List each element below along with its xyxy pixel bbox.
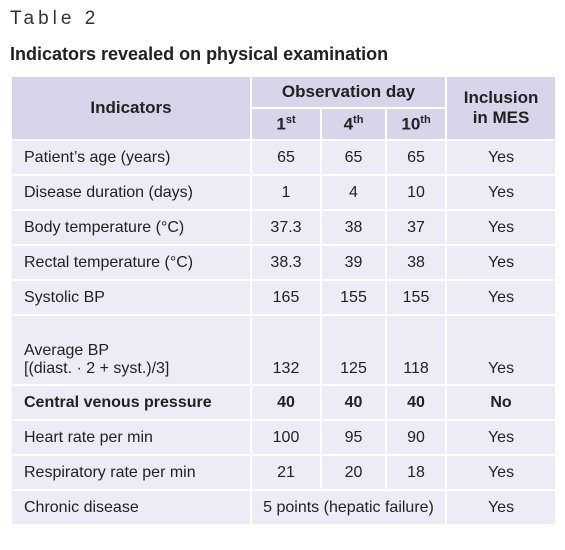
header-cell: 1st	[250, 107, 322, 141]
value-cell: 155	[384, 279, 448, 316]
value-cell: 90	[384, 419, 448, 456]
value-cell: 65	[250, 139, 322, 176]
value-cell: 37	[384, 209, 448, 246]
day-suffix: th	[420, 113, 431, 126]
header-cell: Inclusion in MES	[445, 75, 558, 141]
value-cell: 21	[250, 454, 322, 491]
value-cell: 165	[250, 279, 322, 316]
label-line: Heart rate per min	[24, 428, 153, 446]
table-row: Heart rate per min 100 95 90 Yes	[10, 419, 558, 456]
label-line: Disease duration (days)	[24, 183, 193, 201]
table-row: Disease duration (days) 1 4 10 Yes	[10, 174, 558, 211]
label-line: [(diast. · 2 + syst.)/3]	[24, 360, 170, 377]
row-label: Average BP [(diast. · 2 + syst.)/3]	[10, 314, 252, 386]
row-label: Central venous pressure	[10, 384, 252, 421]
label-line: Patient’s age (years)	[24, 148, 171, 166]
day-number: 4	[343, 114, 354, 134]
row-label: Chronic disease	[10, 489, 252, 526]
table-row: Respiratory rate per min 21 20 18 Yes	[10, 454, 558, 491]
value-cell: 65	[384, 139, 448, 176]
row-label: Respiratory rate per min	[10, 454, 252, 491]
value-cell: 4	[320, 174, 387, 211]
data-table: Indicators Observation day Inclusion in MES…	[10, 75, 558, 526]
value-cell: 38.3	[250, 244, 322, 281]
label-line: Average BP	[24, 342, 110, 359]
inclusion-cell: Yes	[445, 314, 558, 386]
value-cell: 125	[320, 314, 387, 386]
value-cell: 40	[384, 384, 448, 421]
value-cell: 65	[320, 139, 387, 176]
table-caption: Table 2	[10, 8, 100, 29]
label-line: Systolic BP	[24, 288, 105, 306]
header-cell: Indicators	[10, 75, 252, 141]
inclusion-cell: No	[445, 384, 558, 421]
value-cell: 10	[384, 174, 448, 211]
header-line: Inclusion	[463, 88, 539, 107]
label-line: Respiratory rate per min	[24, 463, 196, 481]
value-cell: 39	[320, 244, 387, 281]
inclusion-cell: Yes	[445, 279, 558, 316]
day-number: 1	[276, 114, 286, 134]
inclusion-cell: Yes	[445, 244, 558, 281]
value-cell: 155	[320, 279, 387, 316]
table-row: Central venous pressure 40 40 40 No	[10, 384, 558, 421]
value-cell: 1	[250, 174, 322, 211]
value-cell: 18	[384, 454, 448, 491]
value-cell: 40	[250, 384, 322, 421]
value-cell: 40	[320, 384, 387, 421]
value-cell: 20	[320, 454, 387, 491]
inclusion-cell: Yes	[445, 174, 558, 211]
value-cell: 132	[250, 314, 322, 386]
day-number: 10	[401, 114, 421, 134]
table-row: Systolic BP 165 155 155 Yes	[10, 279, 558, 316]
inclusion-cell: Yes	[445, 209, 558, 246]
row-label: Disease duration (days)	[10, 174, 252, 211]
table-row: Chronic disease 5 points (hepatic failure…	[10, 489, 558, 526]
value-cell: 38	[320, 209, 387, 246]
table-row: Patient’s age (years) 65 65 65 Yes	[10, 139, 558, 176]
value-cell: 95	[320, 419, 387, 456]
table-row: Rectal temperature (°C) 38.3 39 38 Yes	[10, 244, 558, 281]
label-line: Chronic disease	[24, 498, 139, 516]
value-cell: 118	[384, 314, 448, 386]
row-label: Patient’s age (years)	[10, 139, 252, 176]
value-cell: 38	[384, 244, 448, 281]
day-suffix: st	[285, 113, 296, 126]
header-cell: 4th	[320, 107, 387, 141]
value-cell: 100	[250, 419, 322, 456]
value-cell: 37.3	[250, 209, 322, 246]
inclusion-cell: Yes	[445, 454, 558, 491]
table-title: Indicators revealed on physical examinat…	[10, 44, 389, 64]
row-label: Heart rate per min	[10, 419, 252, 456]
day-suffix: th	[353, 113, 364, 126]
label-line: Central venous pressure	[24, 393, 212, 411]
inclusion-cell: Yes	[445, 489, 558, 526]
header-line: in MES	[472, 108, 530, 127]
inclusion-cell: Yes	[445, 139, 558, 176]
row-label: Systolic BP	[10, 279, 252, 316]
table-row: Body temperature (°C) 37.3 38 37 Yes	[10, 209, 558, 246]
table-row: Average BP [(diast. · 2 + syst.)/3] 132 125…	[10, 314, 558, 386]
value-cell: 5 points (hepatic failure)	[249, 489, 448, 526]
header-row: 1st 4th 10th	[11, 107, 556, 141]
label-line: Rectal temperature (°C)	[24, 253, 194, 271]
header-cell: 10th	[384, 107, 448, 141]
row-label: Body temperature (°C)	[10, 209, 252, 246]
header-cell: Observation day	[249, 75, 448, 109]
label-line: Body temperature (°C)	[24, 218, 185, 236]
header-row: Indicators Observation day Inclusion in MES	[10, 75, 558, 141]
row-label: Rectal temperature (°C)	[10, 244, 252, 281]
inclusion-cell: Yes	[445, 419, 558, 456]
